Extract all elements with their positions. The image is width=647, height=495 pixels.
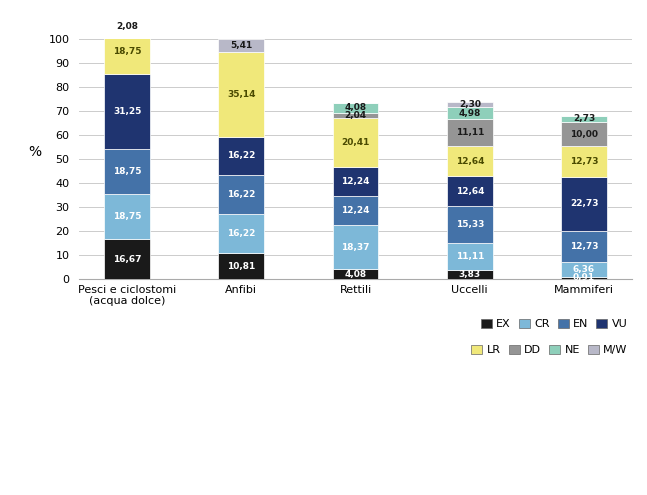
Text: 2,04: 2,04 xyxy=(344,111,367,120)
Text: 11,11: 11,11 xyxy=(455,252,484,261)
Text: 18,75: 18,75 xyxy=(113,212,141,221)
Text: 18,75: 18,75 xyxy=(113,167,141,176)
Bar xyxy=(561,231,607,262)
Bar xyxy=(219,52,264,137)
Text: 16,22: 16,22 xyxy=(227,151,256,160)
Text: 35,14: 35,14 xyxy=(227,90,256,99)
Text: 12,24: 12,24 xyxy=(342,177,370,186)
Text: 4,08: 4,08 xyxy=(344,270,367,279)
Bar xyxy=(561,116,607,122)
Bar xyxy=(447,119,492,146)
Bar xyxy=(447,107,492,119)
Bar xyxy=(219,253,264,279)
Bar xyxy=(104,239,150,279)
Bar xyxy=(104,194,150,239)
Text: 12,64: 12,64 xyxy=(455,187,484,196)
Text: 12,24: 12,24 xyxy=(342,206,370,215)
Bar xyxy=(219,39,264,52)
Text: 20,41: 20,41 xyxy=(342,138,369,147)
Text: 4,08: 4,08 xyxy=(344,103,367,112)
Bar xyxy=(219,214,264,253)
Bar xyxy=(219,137,264,175)
Text: 10,00: 10,00 xyxy=(570,130,598,139)
Bar xyxy=(333,269,378,279)
Text: 10,81: 10,81 xyxy=(227,261,256,271)
Bar xyxy=(561,177,607,231)
Bar xyxy=(333,166,378,196)
Bar xyxy=(333,118,378,166)
Text: 31,25: 31,25 xyxy=(113,107,141,116)
Bar xyxy=(447,243,492,270)
Text: 3,83: 3,83 xyxy=(459,270,481,279)
Bar xyxy=(333,225,378,269)
Bar xyxy=(104,74,150,149)
Bar xyxy=(561,146,607,177)
Text: 16,22: 16,22 xyxy=(227,190,256,199)
Bar xyxy=(447,176,492,206)
Text: 12,73: 12,73 xyxy=(570,242,598,251)
Text: 15,33: 15,33 xyxy=(455,220,484,229)
Bar xyxy=(333,113,378,118)
Text: 18,37: 18,37 xyxy=(342,243,370,252)
Y-axis label: %: % xyxy=(28,145,41,159)
Bar xyxy=(561,122,607,146)
Bar xyxy=(447,270,492,279)
Bar xyxy=(104,149,150,194)
Text: 12,64: 12,64 xyxy=(455,156,484,165)
Text: 22,73: 22,73 xyxy=(570,199,598,208)
Text: 5,41: 5,41 xyxy=(230,41,252,50)
Bar xyxy=(561,262,607,277)
Text: 18,75: 18,75 xyxy=(113,48,141,56)
Bar xyxy=(447,146,492,176)
Text: 16,67: 16,67 xyxy=(113,254,141,263)
Text: 2,08: 2,08 xyxy=(116,22,138,31)
Bar xyxy=(104,24,150,29)
Text: 11,11: 11,11 xyxy=(455,128,484,137)
Legend: LR, DD, NE, M/W: LR, DD, NE, M/W xyxy=(466,341,632,360)
Text: 12,73: 12,73 xyxy=(570,157,598,166)
Bar xyxy=(447,206,492,243)
Text: 0,91: 0,91 xyxy=(573,273,595,283)
Bar xyxy=(333,103,378,113)
Bar xyxy=(447,102,492,107)
Text: 4,98: 4,98 xyxy=(459,109,481,118)
Text: 2,73: 2,73 xyxy=(573,114,595,123)
Bar xyxy=(219,175,264,214)
Bar xyxy=(333,196,378,225)
Bar xyxy=(561,277,607,279)
Text: 16,22: 16,22 xyxy=(227,229,256,238)
Text: 2,30: 2,30 xyxy=(459,100,481,109)
Bar xyxy=(104,29,150,74)
Text: 6,36: 6,36 xyxy=(573,265,595,274)
